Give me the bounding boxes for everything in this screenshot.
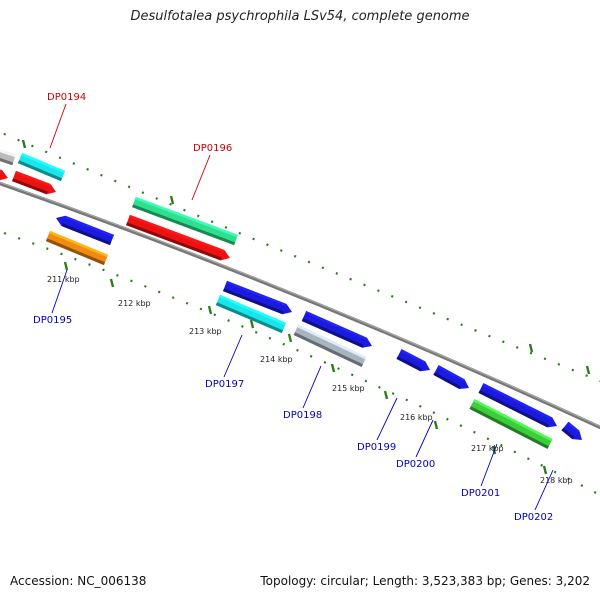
scale-tick <box>383 390 389 400</box>
genome-title: Desulfotalea psychrophila LSv54, complet… <box>130 9 470 24</box>
accession-text: Accession: NC_006138 <box>10 574 147 588</box>
gene-label: DP0196 <box>193 143 232 154</box>
genome-backbone <box>0 181 600 430</box>
kbp-scale-label: 215 kbp <box>332 384 365 393</box>
kbp-scale-label: 217 kbp <box>471 444 504 453</box>
gene-label: DP0197 <box>205 379 244 390</box>
gene-label: DP0201 <box>461 488 500 499</box>
genome-summary-text: Topology: circular; Length: 3,523,383 bp… <box>260 574 590 588</box>
feature-cyan-dp0194 <box>17 152 66 182</box>
scale-tick <box>542 465 548 475</box>
gene-label: DP0195 <box>33 315 72 326</box>
feature-red-left <box>0 166 8 181</box>
gene-label: DP0202 <box>514 512 553 523</box>
scale-tick <box>287 333 293 343</box>
gene-leader-line <box>51 269 68 314</box>
feature-steel-dp0198 <box>293 325 367 367</box>
scale-tick <box>491 445 497 455</box>
feature-blue-a <box>223 280 293 315</box>
scale-tick <box>528 343 534 353</box>
gene-leader-line <box>49 103 67 149</box>
gene-leader-line <box>415 419 434 458</box>
feature-mint-dp0196 <box>132 196 238 246</box>
scale-tick <box>109 278 115 288</box>
kbp-scale-label: 216 kbp <box>400 413 433 422</box>
feature-blue-dp0202 <box>561 421 582 440</box>
scale-tick <box>585 365 591 375</box>
feature-grey-left <box>0 146 16 166</box>
feature-blue-d <box>478 383 557 428</box>
feature-blue-c <box>396 349 431 372</box>
feature-green-dp0201 <box>469 399 553 449</box>
feature-red-dp0196 <box>126 214 230 261</box>
kbp-scale-label: 214 kbp <box>260 355 293 364</box>
gene-label: DP0198 <box>283 410 322 421</box>
gene-label: DP0200 <box>396 459 435 470</box>
feature-cyan-dp0197 <box>215 294 287 334</box>
feature-blue-dp0200 <box>433 365 470 389</box>
gene-leader-line <box>480 443 498 487</box>
feature-blue-b <box>301 310 372 348</box>
gene-label: DP0194 <box>47 92 86 103</box>
kbp-scale-label: 212 kbp <box>118 299 151 308</box>
gene-leader-line <box>223 334 243 378</box>
gene-label: DP0199 <box>357 442 396 453</box>
gene-leader-line <box>534 469 554 511</box>
scale-tick <box>433 420 439 430</box>
scale-tick <box>330 363 336 373</box>
gene-leader-line <box>376 397 398 441</box>
feature-blue-dp0195a <box>56 215 115 246</box>
scale-tick <box>169 195 175 205</box>
inner-dotted-guide <box>0 230 600 497</box>
scale-tick <box>249 319 255 329</box>
genome-backbone-highlight <box>0 181 600 427</box>
gene-leader-line <box>191 154 211 201</box>
kbp-scale-label: 218 kbp <box>540 476 573 485</box>
scale-tick <box>207 305 213 315</box>
scale-tick <box>63 261 69 271</box>
kbp-scale-label: 213 kbp <box>189 327 222 336</box>
feature-red-a <box>12 170 56 195</box>
feature-orange-dp0195 <box>45 230 109 266</box>
scale-tick <box>21 139 27 149</box>
gene-leader-line <box>302 365 322 409</box>
